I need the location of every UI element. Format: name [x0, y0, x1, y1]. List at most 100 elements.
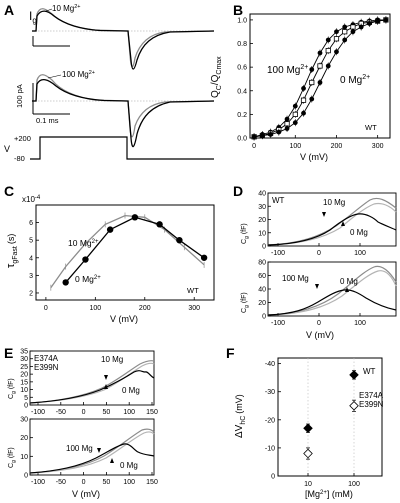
e-top-x-tick-label: -50 [56, 409, 66, 416]
c-data-point-0mg [200, 254, 208, 261]
panel-b-letter: B [233, 2, 243, 18]
panel-c-label-0mg: 0 Mg2+ [75, 274, 101, 284]
f-y-tick-label: -10 [265, 445, 275, 452]
panel-d-top-arrow-0 [341, 221, 345, 226]
b-x-tick-label: 300 [372, 143, 384, 150]
panel-d-top-label-mg: 10 Mg [323, 198, 345, 207]
ig-label: Ig [29, 9, 37, 25]
panel-e-bottom-trace-b [29, 431, 155, 474]
panel-b-ylabel: QC/QCmax [210, 56, 223, 98]
panel-c-letter: C [4, 183, 14, 199]
d-bot-x-tick-label: 100 [354, 320, 366, 327]
e-top-y-tick-label: 0 [24, 403, 28, 410]
b-data-point [317, 50, 323, 56]
d-top-y-tick-label: 0 [262, 244, 266, 251]
c-x-tick-label: 200 [139, 305, 151, 312]
protocol-low: -80 [14, 154, 25, 163]
e-bot-y-tick-label: 20 [20, 435, 28, 442]
trace-bottom-mg [32, 79, 215, 148]
protocol-v: V [4, 144, 10, 154]
e-top-x-tick-label: 50 [103, 409, 111, 416]
b-data-point [350, 29, 356, 35]
b-data-point [358, 24, 364, 30]
panel-b-tag: WT [365, 123, 377, 132]
e-top-y-tick-label: 20 [20, 372, 28, 379]
panel-f-points [303, 370, 359, 460]
b-data-point [292, 120, 298, 126]
panel-e-top-label-mg: 10 Mg [101, 355, 123, 364]
b-data-point [383, 17, 389, 23]
panel-b-points [251, 16, 389, 141]
b-data-point [268, 132, 273, 137]
e-top-x-tick-label: 150 [146, 409, 158, 416]
panel-b-y-ticks: 0.0 0.2 0.4 0.6 0.8 1.0 [237, 17, 253, 143]
panel-c-x-ticks: 0 100 200 300 [44, 297, 200, 312]
panel-d-top-ylabel: Cg(fF) [241, 223, 250, 244]
panel-d-bottom-y-ticks: 0 20 40 60 80 [258, 260, 271, 321]
panel-f-xlabel: [Mg2+] (mM) [305, 489, 353, 499]
panel-b-xlabel: V (mV) [300, 152, 328, 162]
e-top-y-tick-label: 25 [20, 364, 28, 371]
panel-f-letter: F [226, 345, 235, 361]
panel-f-frame [277, 357, 383, 477]
d-bot-x-tick-label: -100 [271, 320, 285, 327]
b-data-point [309, 79, 315, 86]
trace-bottom-pointer [47, 74, 62, 79]
f-data-point [303, 423, 313, 434]
panel-d-bottom-trace-b [267, 270, 397, 316]
voltage-protocol [30, 136, 214, 160]
b-x-tick-label: 200 [331, 143, 343, 150]
f-x-tick-label: 10 [304, 481, 312, 488]
panel-d-bottom-trace-mg [267, 289, 397, 316]
panel-b-label-0mg: 0 Mg2+ [340, 74, 370, 86]
f-y-tick-label: -30 [265, 389, 275, 396]
e-bot-x-tick-label: 150 [146, 479, 158, 486]
panel-d-top-arrow-mg [322, 212, 326, 217]
panel-d-bottom-arrow-0 [345, 287, 349, 292]
e-top-y-tick-label: 30 [20, 356, 28, 363]
c-line-10mg [50, 214, 205, 289]
d-top-x-tick-label: 100 [354, 250, 366, 257]
panel-e-top-label-0: 0 Mg [122, 386, 140, 395]
panel-e-letter: E [4, 345, 13, 361]
b-data-point [309, 67, 315, 72]
panel-f-y-ticks: 0 -10 -20 -30 -40 [265, 361, 281, 481]
e-top-x-tick-label: -100 [31, 409, 45, 416]
e-top-y-tick-label: 35 [20, 349, 28, 356]
b-data-point [325, 63, 331, 69]
f-data-point [349, 400, 359, 411]
trace-top-0mg [32, 8, 215, 68]
b-data-point [342, 24, 348, 30]
f-data-point [349, 370, 359, 380]
f-x-tick-label: 100 [348, 481, 360, 488]
panel-c-exponent: x10-4 [22, 195, 41, 204]
e-top-y-tick-label: 15 [20, 379, 28, 386]
b-data-point [367, 21, 372, 26]
trace-bottom-label: 100 Mg2+ [62, 70, 95, 79]
c-y-tick-label: 6 [29, 220, 33, 227]
b-y-tick-label: 0.4 [237, 88, 247, 95]
panel-d-bottom-label-0: 0 Mg [340, 277, 358, 286]
b-data-point [309, 96, 315, 102]
trace-top-mg [32, 10, 215, 70]
panel-e-bottom-label-0: 0 Mg [120, 461, 138, 470]
d-bot-x-tick-label: 0 [317, 320, 321, 327]
panel-d-top-x-ticks: -100 0 100 [271, 243, 366, 257]
b-y-tick-label: 1.0 [237, 17, 247, 24]
e-bot-x-tick-label: 50 [103, 479, 111, 486]
b-data-point [334, 49, 339, 55]
b-y-tick-label: 0.2 [237, 112, 247, 119]
trace-bottom-0mg [32, 74, 215, 138]
b-data-point [325, 48, 331, 54]
c-x-tick-label: 300 [188, 305, 200, 312]
b-data-point [325, 37, 331, 43]
panel-f-tag-mut1: E374A [359, 391, 384, 400]
panel-d-bottom-x-ticks: -100 0 100 [271, 313, 366, 327]
panel-e-top-arrow-0 [104, 384, 108, 389]
b-data-point [301, 86, 306, 91]
panel-e-bottom-arrow-0 [110, 458, 114, 463]
panel-e-bottom-y-ticks: 0 10 20 30 [20, 417, 33, 480]
c-data-point-0mg [82, 256, 89, 263]
